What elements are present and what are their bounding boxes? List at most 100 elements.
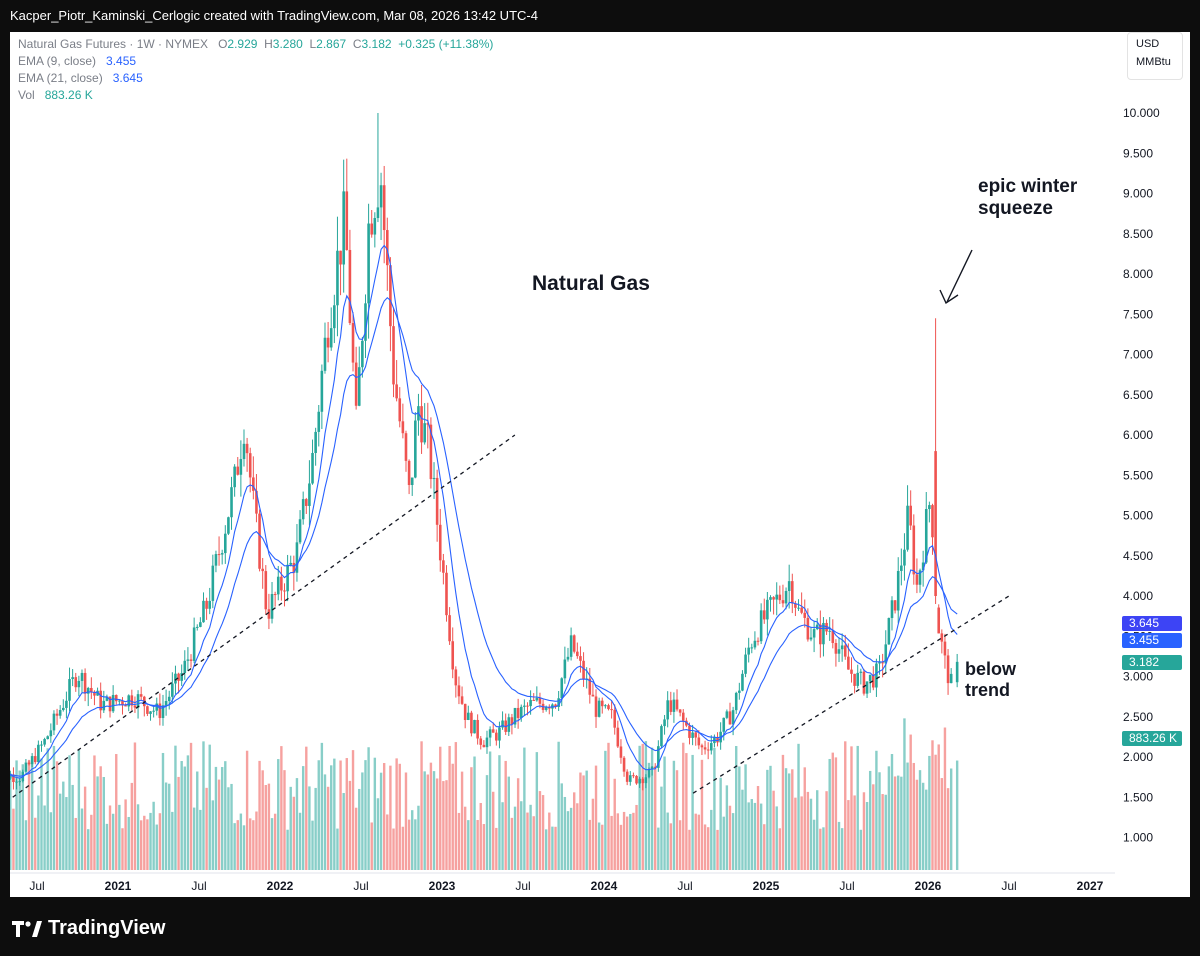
attribution-text: Kacper_Piotr_Kaminski_Cerlogic created w… <box>10 8 538 23</box>
candle-body <box>554 704 557 707</box>
volume-bar <box>588 819 591 870</box>
candle-body <box>314 431 317 453</box>
volume-bar <box>847 800 850 870</box>
legend-vol-row[interactable]: Vol 883.26 K <box>18 87 493 104</box>
candle-body <box>856 672 860 686</box>
x-tick-label: Jul <box>353 879 368 893</box>
volume-bar <box>619 824 623 870</box>
candle-body <box>401 421 405 434</box>
volume-bar <box>569 807 573 870</box>
candle-body <box>451 641 455 670</box>
candle-body <box>311 452 314 484</box>
volume-bar <box>161 752 165 870</box>
candle-body <box>379 185 383 208</box>
volume-bar <box>825 791 828 870</box>
legend-ema9-row[interactable]: EMA (9, close) 3.455 <box>18 53 493 70</box>
time-axis[interactable]: Jul 2021 Jul 2022 Jul 2023 Jul 2024 Jul 2025 Jul 20… <box>10 872 1115 893</box>
candle-body <box>607 705 610 710</box>
volume-bar <box>43 805 46 870</box>
candle-body <box>924 509 928 563</box>
tradingview-logo[interactable]: TradingView <box>12 917 165 940</box>
volume-bar <box>457 812 461 870</box>
volume-bar <box>236 820 239 870</box>
candle-body <box>49 730 53 737</box>
volume-bar <box>794 797 797 870</box>
y-tick-label: 6.000 <box>1123 428 1153 442</box>
unit-label[interactable]: MMBtu <box>1136 56 1171 68</box>
currency-label[interactable]: USD <box>1136 38 1160 50</box>
candle-body <box>423 423 426 443</box>
volume-bar <box>853 795 856 870</box>
volume-bar <box>955 760 959 870</box>
volume-bar <box>772 790 775 870</box>
legend-symbol[interactable]: Natural Gas Futures · 1W · NYMEX <box>18 37 209 51</box>
candle-body <box>955 661 959 683</box>
volume-bar <box>728 805 732 870</box>
candle-body <box>15 781 18 783</box>
volume-bar <box>834 757 838 870</box>
candle-body <box>111 694 115 712</box>
candle-body <box>99 690 102 711</box>
volume-bar <box>414 819 417 870</box>
candle-body <box>535 697 539 701</box>
volume-bar <box>205 787 208 870</box>
volume-bar <box>741 789 744 870</box>
volume-bar <box>339 760 342 870</box>
candle-body <box>482 744 486 748</box>
volume-bar <box>504 760 507 870</box>
volume-bar <box>379 772 383 870</box>
volume-bar <box>404 772 408 870</box>
x-tick-label: Jul <box>191 879 206 893</box>
volume-bar <box>541 795 545 870</box>
candle-body <box>202 600 205 623</box>
candle-body <box>139 694 143 697</box>
volume-bar <box>828 758 831 870</box>
footer: TradingView <box>0 897 1200 956</box>
volume-bar <box>601 824 604 870</box>
volume-bar <box>700 759 704 870</box>
volume-bar <box>610 815 613 870</box>
candle-body <box>463 703 467 720</box>
volume-bar <box>479 802 482 870</box>
candle-body <box>242 443 246 460</box>
volume-bar <box>635 804 638 870</box>
price-axis[interactable]: 10.000 9.500 9.000 8.500 8.000 7.500 7.000 6.50… <box>1123 106 1160 845</box>
volume-bar <box>252 820 255 870</box>
unit-selector[interactable]: USD MMBtu <box>1127 32 1183 80</box>
volume-bar <box>361 772 364 870</box>
candle-body <box>862 671 866 694</box>
candle-body <box>52 713 56 731</box>
candle-body <box>55 713 59 716</box>
candle-body <box>80 672 84 681</box>
candle-body <box>252 477 255 491</box>
candle-body <box>395 384 398 399</box>
candle-body <box>685 720 688 726</box>
volume-bar <box>513 806 517 870</box>
y-tick-label: 7.500 <box>1123 307 1153 321</box>
volume-bar <box>389 765 392 870</box>
candle-body <box>526 705 529 707</box>
volume-bar <box>787 773 791 870</box>
candle-body <box>703 747 707 750</box>
chart-frame[interactable]: 10.000 9.500 9.000 8.500 8.000 7.500 7.000 6.50… <box>10 32 1190 897</box>
price-chart[interactable]: 10.000 9.500 9.000 8.500 8.000 7.500 7.000 6.50… <box>10 32 1190 897</box>
volume-bar <box>448 745 451 870</box>
volume-bar <box>520 801 523 870</box>
legend-ema21-row[interactable]: EMA (21, close) 3.645 <box>18 70 493 87</box>
volume-bar <box>186 755 190 870</box>
volume-bar <box>937 744 940 870</box>
x-tick-label: Jul <box>515 879 530 893</box>
volume-bar <box>354 807 358 870</box>
legend-ema21-label: EMA (21, close) <box>18 71 103 85</box>
legend-close-value: 3.182 <box>361 37 392 51</box>
candle-body <box>105 696 109 701</box>
volume-bar <box>750 799 753 870</box>
candle-body <box>741 673 744 691</box>
volume-bar <box>152 801 155 870</box>
candle-body <box>217 554 221 556</box>
legend-high-value: 3.280 <box>272 37 303 51</box>
y-tick-label: 6.500 <box>1123 388 1153 402</box>
volume-bar <box>582 775 585 870</box>
candle-body <box>108 696 112 712</box>
y-tick-label: 2.000 <box>1123 750 1153 764</box>
